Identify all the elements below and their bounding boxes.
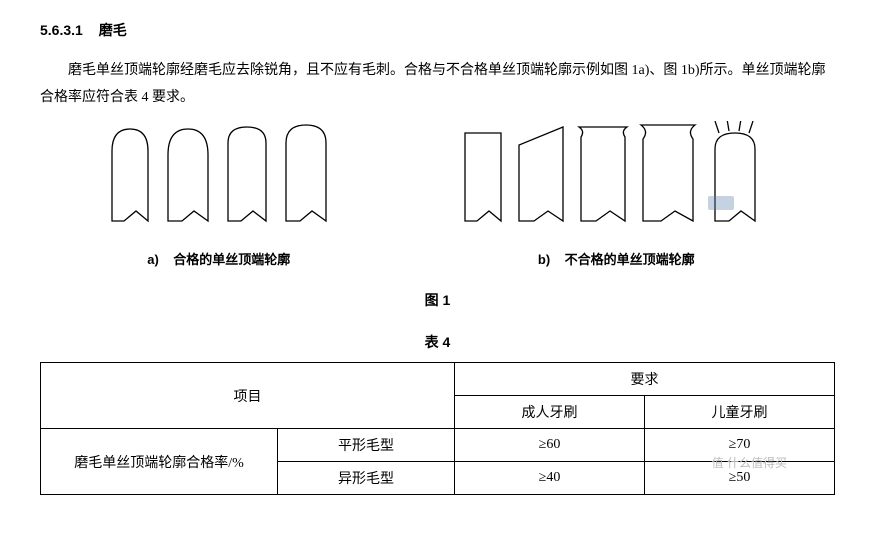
figure-b-caption: b) 不合格的单丝顶端轮廓 <box>451 249 781 268</box>
figure-a-label: a) <box>147 252 159 267</box>
header-adult: 成人牙刷 <box>455 396 645 429</box>
section-number: 5.6.3.1 <box>40 22 83 38</box>
cell-adult: ≥60 <box>455 429 645 462</box>
header-req: 要求 <box>455 363 835 396</box>
row-group: 磨毛单丝顶端轮廓合格率/% <box>41 429 278 495</box>
requirements-table: 项目 要求 成人牙刷 儿童牙刷 磨毛单丝顶端轮廓合格率/% 平形毛型 ≥60 ≥… <box>40 362 835 495</box>
section-heading: 5.6.3.1 磨毛 <box>40 20 835 40</box>
figure-a-text: 合格的单丝顶端轮廓 <box>173 252 290 267</box>
figure-group-b: b) 不合格的单丝顶端轮廓 <box>451 121 781 268</box>
figure-b-label: b) <box>538 252 550 267</box>
figure-b-svg <box>451 121 781 231</box>
figure-title: 图 1 <box>40 290 835 310</box>
cell-type: 平形毛型 <box>278 429 455 462</box>
watermark-badge <box>708 196 734 210</box>
paragraph-text: 磨毛单丝顶端轮廓经磨毛应去除锐角，且不应有毛刺。合格与不合格单丝顶端轮廓示例如图… <box>40 58 835 111</box>
watermark-text: 值 什么值得买 <box>712 454 787 471</box>
table-row: 项目 要求 <box>41 363 835 396</box>
header-item: 项目 <box>41 363 455 429</box>
cell-adult: ≥40 <box>455 462 645 495</box>
cell-type: 异形毛型 <box>278 462 455 495</box>
table-title: 表 4 <box>40 332 835 352</box>
header-child: 儿童牙刷 <box>645 396 835 429</box>
figure-b-text: 不合格的单丝顶端轮廓 <box>565 252 695 267</box>
section-title: 磨毛 <box>99 22 127 38</box>
figure-a-svg <box>94 121 344 231</box>
figure-row: a) 合格的单丝顶端轮廓 <box>40 121 835 268</box>
figure-group-a: a) 合格的单丝顶端轮廓 <box>94 121 344 268</box>
figure-a-caption: a) 合格的单丝顶端轮廓 <box>94 249 344 268</box>
